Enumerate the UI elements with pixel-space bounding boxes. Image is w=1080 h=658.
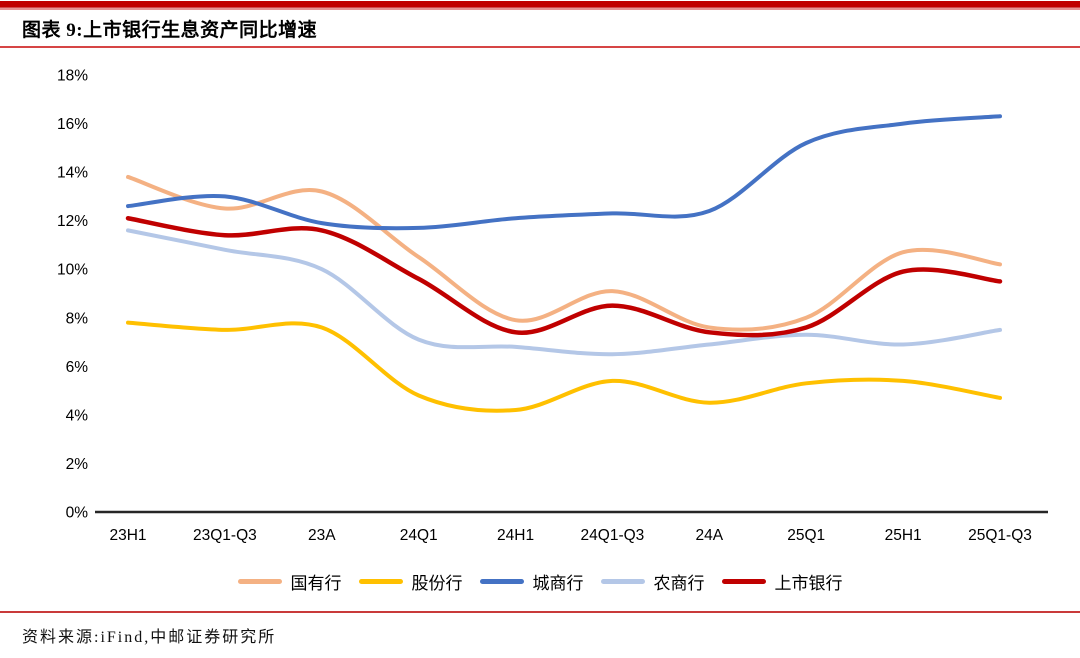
x-tick-label: 25Q1 bbox=[787, 527, 825, 544]
y-tick-label: 4% bbox=[66, 407, 89, 424]
y-tick-label: 14% bbox=[57, 165, 88, 182]
footer-red-rule bbox=[0, 611, 1080, 613]
figure-title: 图表 9:上市银行生息资产同比增速 bbox=[22, 19, 318, 41]
series-line-0 bbox=[126, 174, 1002, 332]
legend-label: 城商行 bbox=[532, 573, 584, 593]
y-tick-label: 0% bbox=[66, 505, 89, 522]
y-tick-label: 16% bbox=[57, 116, 88, 133]
legend-label: 国有行 bbox=[290, 573, 342, 593]
figure-title-row: 图表 9:上市银行生息资产同比增速 bbox=[0, 10, 1080, 48]
x-tick-label: 24A bbox=[696, 527, 724, 544]
legend-swatch-icon bbox=[479, 578, 524, 584]
legend-swatch-icon bbox=[237, 578, 282, 584]
legend-swatch-icon bbox=[358, 578, 403, 584]
y-tick-label: 18% bbox=[57, 67, 88, 84]
x-tick-label: 24Q1 bbox=[400, 527, 438, 544]
series-line-2 bbox=[126, 114, 1002, 231]
y-tick-label: 6% bbox=[66, 359, 89, 376]
series-line-4 bbox=[125, 215, 1003, 338]
series-line-3 bbox=[126, 228, 1002, 357]
source-note: 资料来源:iFind,中邮证券研究所 bbox=[22, 629, 277, 646]
x-tick-label: 25Q1-Q3 bbox=[968, 527, 1032, 544]
legend-item-2: 城商行 bbox=[479, 569, 584, 594]
legend-item-1: 股份行 bbox=[358, 569, 463, 594]
chart-legend: 国有行 股份行 城商行 农商行 上市银行 bbox=[0, 569, 1080, 593]
x-tick-label: 25H1 bbox=[885, 527, 922, 544]
legend-label: 上市银行 bbox=[774, 573, 843, 593]
x-tick-label: 23A bbox=[308, 527, 336, 544]
y-tick-label: 8% bbox=[66, 310, 89, 327]
legend-item-0: 国有行 bbox=[237, 569, 342, 594]
x-tick-label: 23Q1-Q3 bbox=[193, 527, 257, 544]
legend-swatch-icon bbox=[721, 578, 766, 584]
y-tick-label: 2% bbox=[66, 456, 89, 473]
y-tick-label: 10% bbox=[57, 262, 88, 279]
legend-item-3: 农商行 bbox=[600, 569, 705, 594]
legend-label: 股份行 bbox=[411, 573, 463, 593]
y-tick-label: 12% bbox=[57, 213, 88, 230]
x-tick-label: 24Q1-Q3 bbox=[581, 527, 645, 544]
x-tick-label: 23H1 bbox=[109, 527, 146, 544]
top-red-rule bbox=[0, 0, 1080, 10]
x-tick-label: 24H1 bbox=[497, 527, 534, 544]
legend-item-4: 上市银行 bbox=[721, 569, 843, 594]
series-line-1 bbox=[126, 320, 1002, 413]
legend-label: 农商行 bbox=[653, 573, 705, 593]
legend-swatch-icon bbox=[600, 578, 645, 584]
